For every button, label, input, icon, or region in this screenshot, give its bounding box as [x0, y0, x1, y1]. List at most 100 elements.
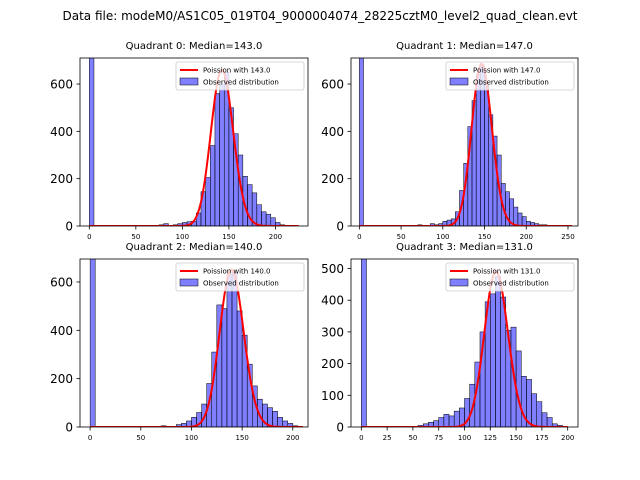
histogram-bar [272, 411, 278, 427]
histogram-bar [531, 393, 537, 427]
histogram-bar [495, 276, 501, 427]
x-tick-label: 25 [383, 434, 392, 442]
legend-label-observed: Observed distribution [203, 79, 279, 87]
histogram-bar [231, 272, 238, 427]
y-tick-label: 500 [321, 262, 344, 276]
histogram-bar [513, 206, 519, 226]
legend-label-observed: Observed distribution [473, 79, 549, 87]
legend-bar-swatch [449, 77, 469, 86]
legend-label-poisson: Poission with 147.0 [473, 67, 541, 75]
histogram-bar [277, 417, 283, 427]
panel-title: Quadrant 3: Median=131.0 [396, 242, 533, 253]
histogram-bar [541, 412, 548, 427]
x-tick-label: 0 [357, 233, 361, 241]
y-tick-label: 200 [50, 172, 73, 186]
y-tick-label: 400 [321, 125, 344, 139]
histogram-bar [536, 401, 543, 427]
y-tick-label: 600 [50, 275, 73, 289]
histogram-bar [484, 83, 489, 226]
histogram-bar [521, 216, 527, 226]
x-tick-label: 150 [478, 233, 491, 241]
poisson-curve [89, 68, 299, 226]
legend-label-poisson: Poission with 143.0 [203, 67, 271, 75]
histogram-bar [443, 414, 450, 427]
x-tick-label: 0 [87, 233, 91, 241]
histogram-bars [361, 259, 563, 427]
histogram-bar [546, 417, 553, 427]
quadrant-3-panel: 0 25 50 75 100 125 150 175 200 0 100 200 300 400 500 Qu… [321, 242, 579, 442]
panel-title: Quadrant 1: Median=147.0 [396, 41, 533, 52]
x-tick-label: 250 [561, 233, 574, 241]
axes-frame [79, 57, 309, 227]
legend-box [445, 262, 575, 292]
x-tick-label: 200 [520, 233, 533, 241]
y-tick-label: 400 [321, 294, 344, 308]
x-tick-label: 50 [131, 233, 140, 241]
histogram-bar [517, 212, 523, 226]
y-tick-label: 0 [65, 421, 73, 435]
x-tick-label: 50 [136, 434, 145, 442]
histogram-bar [261, 211, 267, 226]
histogram-bar [453, 410, 460, 427]
legend-label-poisson: Poission with 131.0 [473, 268, 541, 276]
histogram-bars [89, 58, 285, 226]
x-tick-label: 100 [176, 233, 189, 241]
histogram-bar [438, 417, 445, 427]
y-tick-label: 400 [50, 324, 73, 338]
quadrant-0-panel: 0 50 100 150 200 0 200 400 600 Quadrant 0: Median… [50, 41, 309, 241]
histogram-bar [219, 83, 225, 226]
x-tick-label: 150 [222, 233, 235, 241]
x-tick-label: 200 [561, 434, 574, 442]
y-tick-label: 0 [65, 220, 73, 234]
histogram-bar [236, 310, 243, 427]
x-tick-label: 0 [359, 434, 363, 442]
histogram-bar [226, 274, 233, 427]
x-tick-label: 75 [434, 434, 443, 442]
x-tick-label: 125 [484, 434, 497, 442]
histogram-bar [163, 223, 169, 226]
legend-box [445, 61, 575, 91]
legend-label-observed: Observed distribution [473, 280, 549, 288]
poisson-curve [361, 270, 568, 427]
legend: Poission with 140.0 Observed distribution [175, 262, 305, 292]
x-tick-label: 150 [235, 434, 248, 442]
quadrant-2-panel: 0 50 100 150 200 0 200 400 600 Quadrant 2: Median… [50, 242, 309, 442]
legend: Poission with 131.0 Observed distribution [445, 262, 575, 292]
poisson-curve [90, 268, 303, 427]
legend-bar-swatch [449, 278, 469, 287]
axes-frame [79, 258, 309, 428]
legend-bar-swatch [179, 278, 199, 287]
histogram-bar [270, 217, 276, 226]
histogram-bar [448, 415, 455, 427]
histogram-bar [221, 308, 228, 427]
histogram-bar [210, 145, 216, 226]
legend: Poission with 143.0 Observed distribution [175, 61, 305, 91]
x-tick-label: 200 [269, 233, 282, 241]
histogram-bar [359, 58, 364, 226]
y-tick-label: 200 [50, 372, 73, 386]
histogram-bar [256, 204, 262, 226]
y-tick-label: 0 [336, 421, 344, 435]
x-tick-label: 0 [88, 434, 92, 442]
x-tick-label: 150 [509, 434, 522, 442]
legend: Poission with 147.0 Observed distribution [445, 61, 575, 91]
panel-title: Quadrant 2: Median=140.0 [126, 242, 263, 253]
histogram-bar [89, 58, 95, 226]
figure-title: Data file: modeM0/AS1C05_019T04_90000040… [62, 9, 577, 23]
legend-label-observed: Observed distribution [203, 280, 279, 288]
y-tick-label: 400 [50, 125, 73, 139]
histogram-bar [214, 93, 220, 226]
x-tick-label: 50 [397, 233, 406, 241]
axes-frame [350, 57, 579, 227]
x-tick-label: 100 [458, 434, 471, 442]
y-tick-label: 100 [321, 389, 344, 403]
y-tick-label: 200 [321, 172, 344, 186]
histogram-bar [475, 74, 481, 226]
quadrant-1-panel: 0 50 100 150 200 250 0 200 400 600 Quadrant 1: Med… [321, 41, 579, 241]
x-tick-label: 100 [436, 233, 449, 241]
x-tick-label: 200 [286, 434, 299, 442]
y-tick-label: 600 [50, 78, 73, 92]
x-tick-label: 100 [185, 434, 198, 442]
legend-box [175, 61, 305, 91]
